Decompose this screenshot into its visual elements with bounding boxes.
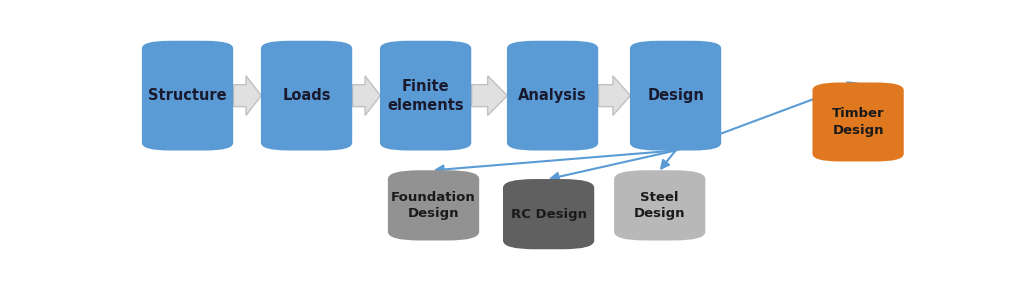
FancyBboxPatch shape [388, 170, 479, 241]
Text: Finite
elements: Finite elements [387, 79, 464, 113]
FancyBboxPatch shape [261, 41, 352, 150]
FancyArrow shape [599, 76, 631, 115]
Text: Design: Design [647, 88, 705, 103]
FancyBboxPatch shape [630, 41, 721, 150]
Text: Analysis: Analysis [518, 88, 587, 103]
FancyBboxPatch shape [614, 170, 706, 241]
FancyBboxPatch shape [380, 41, 471, 150]
Text: Structure: Structure [148, 88, 227, 103]
Text: Timber
Design: Timber Design [831, 107, 885, 137]
Text: Loads: Loads [283, 88, 331, 103]
FancyBboxPatch shape [142, 41, 233, 150]
Text: RC Design: RC Design [511, 208, 587, 221]
FancyArrow shape [352, 76, 380, 115]
FancyArrow shape [472, 76, 507, 115]
Text: Steel
Design: Steel Design [634, 191, 685, 220]
FancyBboxPatch shape [507, 41, 598, 150]
FancyArrow shape [233, 76, 261, 115]
FancyBboxPatch shape [503, 179, 594, 249]
Text: Foundation
Design: Foundation Design [391, 191, 476, 220]
FancyBboxPatch shape [812, 82, 904, 162]
